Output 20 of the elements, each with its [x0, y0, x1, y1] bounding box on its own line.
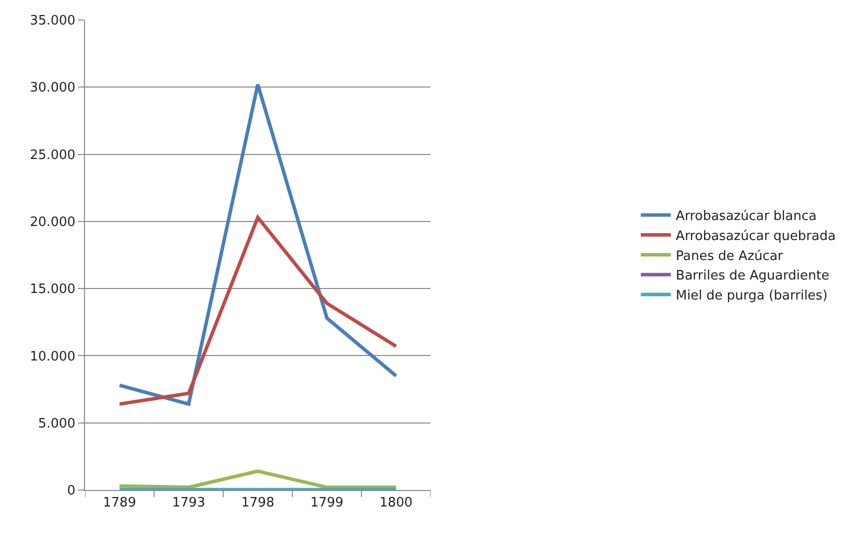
legend-label: Arrobasazúcar blanca [676, 209, 817, 224]
legend-label: Arrobasazúcar quebrada [676, 228, 836, 244]
y-tick-label: 20.000 [30, 214, 76, 230]
y-tick-label: 30.000 [30, 80, 76, 96]
x-tick-label: 1800 [379, 496, 413, 511]
legend-label: Miel de purga (barriles) [676, 288, 828, 304]
y-tick-label: 0 [67, 484, 76, 499]
x-tick-label: 1799 [310, 496, 344, 511]
y-tick-label: 5.000 [38, 416, 76, 432]
y-tick-label: 35.000 [30, 14, 76, 29]
legend-label: Panes de Azúcar [676, 248, 784, 264]
x-tick-label: 1798 [241, 496, 274, 511]
x-tick-label: 1789 [103, 496, 136, 511]
line-series [118, 82, 398, 406]
y-tick-label: 10.000 [30, 349, 76, 364]
y-tick-label: 25.000 [30, 148, 76, 163]
legend-label: Barriles de Aguardiente [676, 268, 830, 284]
y-tick-label: 15.000 [30, 282, 76, 298]
line-series [118, 216, 398, 406]
x-tick-label: 1793 [172, 496, 206, 511]
